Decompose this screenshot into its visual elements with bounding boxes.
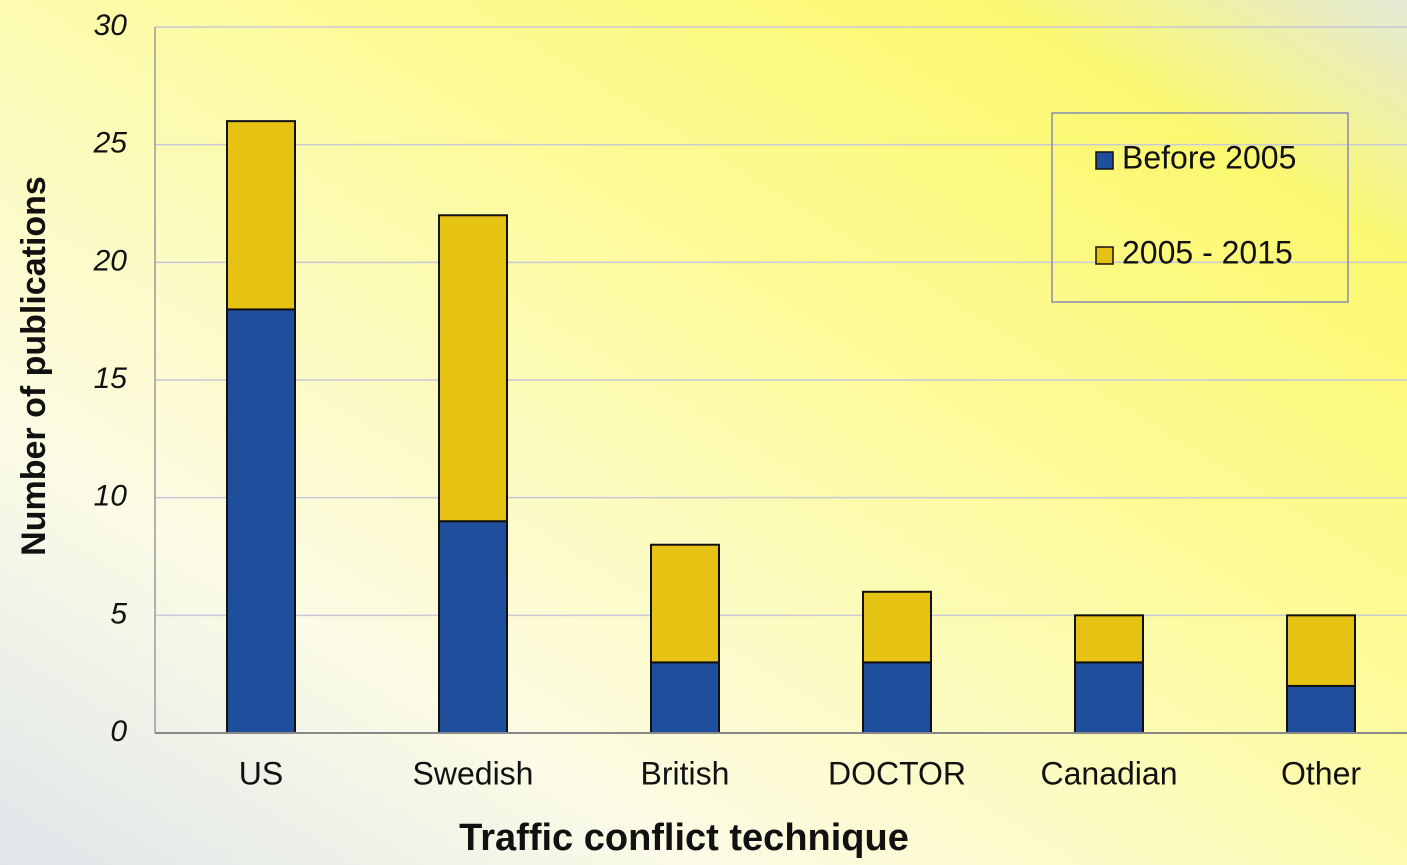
x-tick-label: British xyxy=(641,755,730,791)
bar-segment xyxy=(650,543,720,664)
y-tick-label: 10 xyxy=(94,480,128,513)
legend-box xyxy=(1051,112,1349,303)
x-tick-label: Swedish xyxy=(413,755,534,791)
bar-segment xyxy=(226,120,296,311)
bar-segment xyxy=(650,661,720,735)
bar-segment xyxy=(862,661,932,735)
bar-segment xyxy=(1286,614,1356,687)
bar-segment xyxy=(1074,614,1144,664)
bar-segment xyxy=(438,214,508,523)
bar-segment xyxy=(226,308,296,734)
legend-swatch xyxy=(1095,246,1114,265)
y-axis-label: Number of publications xyxy=(15,176,53,556)
y-tick-label: 0 xyxy=(110,715,127,748)
x-tick-label: DOCTOR xyxy=(828,755,966,791)
bar-segment xyxy=(1074,661,1144,735)
bar-segment xyxy=(438,520,508,735)
y-tick-label: 25 xyxy=(93,127,128,160)
legend-label: Before 2005 xyxy=(1122,139,1296,175)
x-tick-label: US xyxy=(239,755,283,791)
bar-segment xyxy=(862,590,932,664)
y-tick-label: 20 xyxy=(93,244,128,277)
y-tick-label: 5 xyxy=(110,597,127,630)
y-tick-label: 30 xyxy=(94,9,128,42)
x-tick-label: Other xyxy=(1281,755,1361,791)
x-tick-label: Canadian xyxy=(1041,755,1178,791)
y-tick-label: 15 xyxy=(94,362,128,395)
legend-label: 2005 - 2015 xyxy=(1122,234,1293,270)
bar-segment xyxy=(1286,684,1356,735)
x-axis-label: Traffic conflict technique xyxy=(459,817,909,859)
legend-swatch xyxy=(1095,151,1114,170)
